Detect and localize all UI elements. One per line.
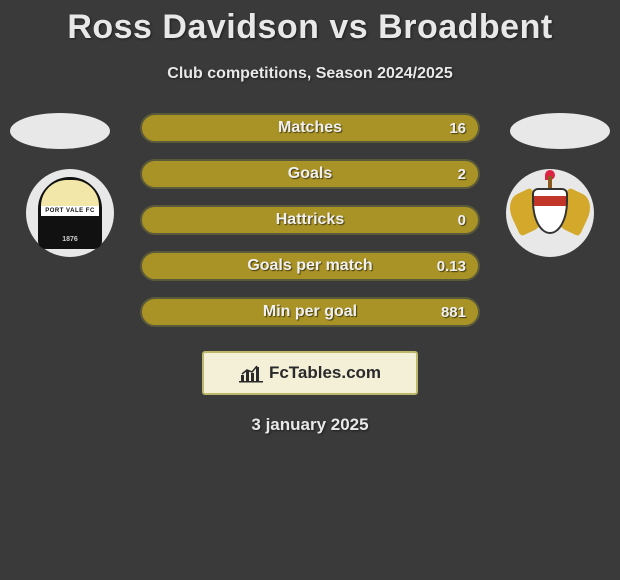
stat-value: 2 [458, 166, 466, 183]
stat-label: Goals per match [247, 257, 372, 275]
stats-bars: Matches 16 Goals 2 Hattricks 0 Goals per… [140, 113, 480, 327]
player-right-photo-placeholder [510, 113, 610, 149]
footer-date: 3 january 2025 [0, 415, 620, 435]
port-vale-crest-icon: PORT VALE FC 1876 [38, 177, 102, 249]
doncaster-crest-icon [515, 178, 585, 248]
stat-bar-goals-per-match: Goals per match 0.13 [140, 251, 480, 281]
stat-value: 881 [441, 304, 466, 321]
bar-chart-icon [239, 363, 263, 383]
player-left-photo-placeholder [10, 113, 110, 149]
club-left-badge: PORT VALE FC 1876 [26, 169, 114, 257]
brand-watermark: FcTables.com [202, 351, 418, 395]
stat-bar-matches: Matches 16 [140, 113, 480, 143]
stat-value: 16 [449, 120, 466, 137]
stat-label: Matches [278, 119, 342, 137]
page-subtitle: Club competitions, Season 2024/2025 [0, 65, 620, 83]
crest-top-text: PORT VALE FC [41, 206, 99, 216]
crest-year-text: 1876 [41, 216, 99, 246]
page-title: Ross Davidson vs Broadbent [0, 0, 620, 47]
stat-value: 0.13 [437, 258, 466, 275]
stat-bar-min-per-goal: Min per goal 881 [140, 297, 480, 327]
stat-bar-hattricks: Hattricks 0 [140, 205, 480, 235]
comparison-panel: PORT VALE FC 1876 Matches 16 Goals 2 Hat… [0, 113, 620, 435]
brand-text: FcTables.com [269, 363, 381, 383]
stat-bar-goals: Goals 2 [140, 159, 480, 189]
stat-label: Goals [288, 165, 332, 183]
stat-value: 0 [458, 212, 466, 229]
stat-label: Min per goal [263, 303, 357, 321]
stat-label: Hattricks [276, 211, 344, 229]
club-right-badge [506, 169, 594, 257]
